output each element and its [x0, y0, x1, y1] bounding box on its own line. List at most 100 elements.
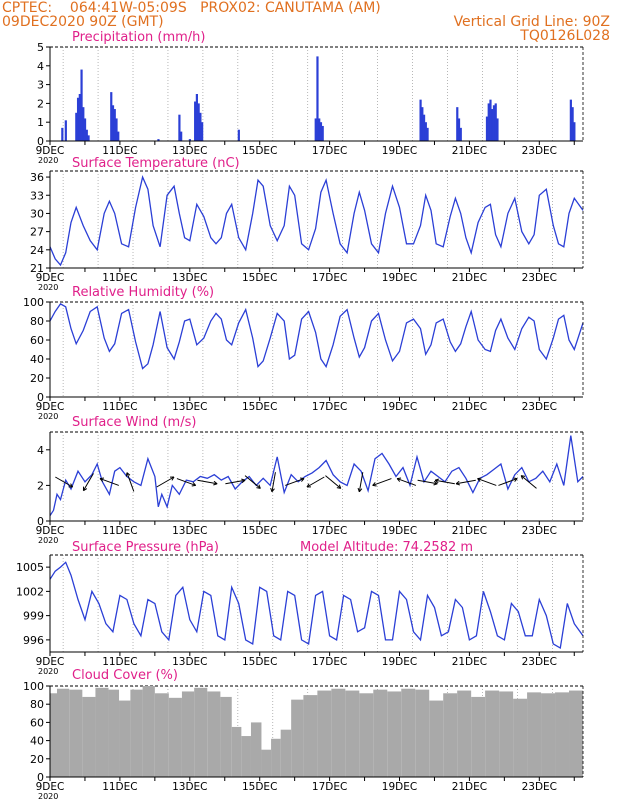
precip-bar	[110, 92, 113, 141]
precip-bar	[318, 118, 321, 141]
x-tick-label: 9DEC	[36, 401, 65, 413]
x-tick-label: 19DEC	[382, 781, 417, 793]
wind-arrow-head	[433, 483, 438, 486]
cloud-bar	[569, 690, 583, 777]
wind-arrow-head	[213, 480, 218, 485]
cloud-bar	[168, 697, 182, 777]
cloud-bar	[119, 700, 131, 777]
x-year-label: 2020	[38, 412, 58, 421]
y-tick-label: 20	[30, 372, 44, 385]
wind-arrow-head	[434, 479, 439, 484]
cloud-bar	[303, 695, 318, 777]
wind-arrow	[417, 479, 438, 485]
cloud-bar	[271, 738, 281, 777]
x-tick-label: 19DEC	[382, 272, 417, 284]
header-date: 09DEC2020 90Z (GMT)	[2, 14, 164, 30]
wind-arrow	[285, 478, 305, 486]
cloud-bar	[291, 699, 304, 777]
precip-bar	[75, 112, 78, 141]
x-tick-label: 9DEC	[36, 525, 65, 537]
wind-arrow	[455, 479, 476, 485]
wind-arrow-head	[514, 478, 518, 482]
wind-arrow	[126, 472, 135, 492]
header-grid-line: Vertical Grid Line: 90Z	[453, 14, 610, 30]
cloud-bar	[181, 691, 195, 777]
precip-bar	[319, 122, 323, 141]
x-tick-label: 17DEC	[312, 272, 347, 284]
wind-arrow-head	[241, 479, 246, 484]
wind-arrow-head	[258, 484, 261, 489]
x-tick-label: 13DEC	[172, 656, 207, 668]
wind-arrow-head	[300, 477, 305, 480]
cloud-bar	[130, 689, 143, 777]
header-model-code: TQ0126L028	[520, 28, 610, 44]
y-tick-label: 2	[37, 97, 44, 110]
wind-arrow	[325, 475, 342, 489]
y-tick-label: 0	[37, 135, 44, 148]
x-tick-label: 17DEC	[312, 145, 347, 157]
wind-arrow-head	[192, 482, 197, 486]
wind-arrow-head	[271, 488, 275, 493]
precip-bar	[422, 114, 426, 141]
precip-bar	[316, 56, 319, 141]
y-tick-label: 24	[30, 244, 44, 257]
cloud-bar	[345, 690, 360, 777]
wind-arrow-head	[171, 476, 175, 481]
precip-bar	[82, 107, 85, 141]
wind-arrow-head	[83, 488, 88, 492]
wind-arrow-head	[125, 472, 128, 477]
cloud-bar	[429, 700, 444, 777]
wind-arrow-head	[396, 478, 401, 482]
wind-arrow-head	[358, 488, 363, 493]
wind-arrow	[498, 478, 518, 486]
wind-arrow-head	[70, 483, 74, 488]
precip-bar	[496, 118, 499, 141]
cloud-bar	[207, 691, 221, 777]
y-tick-label: 3	[37, 79, 44, 92]
wind-arrow-head	[434, 478, 440, 481]
precip-bar	[494, 103, 497, 141]
x-tick-label: 15DEC	[242, 525, 277, 537]
cloud-bar	[50, 693, 57, 777]
x-tick-label: 11DEC	[102, 401, 137, 413]
wind-arrow	[520, 475, 537, 489]
precip-bar	[80, 69, 83, 141]
wind-arrow-head	[477, 477, 482, 480]
wind-arrow	[176, 478, 196, 486]
x-year-label: 2020	[38, 792, 58, 800]
cloud-bar	[457, 690, 472, 777]
cloud-bar	[513, 698, 528, 777]
cloud-bar	[142, 686, 155, 777]
cloud-bar	[359, 693, 374, 777]
cloud-bar	[527, 692, 542, 777]
y-tick-label: 21	[30, 262, 44, 275]
cloud-bar	[541, 693, 556, 777]
cloud-bar	[331, 688, 346, 777]
x-year-label: 2020	[38, 667, 58, 676]
x-tick-label: 9DEC	[36, 272, 65, 284]
wind-arrow-head	[521, 475, 526, 477]
precip-bar	[87, 135, 90, 141]
precip-bar	[83, 118, 87, 141]
series-line	[49, 561, 584, 650]
precip-bar	[487, 103, 490, 141]
panel-title: Surface Wind (m/s)	[72, 415, 196, 430]
cloud-bar	[69, 689, 83, 777]
cloud-bar	[154, 693, 169, 777]
x-tick-label: 9DEC	[36, 781, 65, 793]
cloud-bar	[471, 696, 486, 777]
precip-bar	[489, 99, 492, 141]
precip-bar	[194, 101, 197, 141]
panel-title: Surface Pressure (hPa)	[72, 540, 219, 555]
cloud-bar	[317, 690, 332, 777]
x-tick-label: 9DEC	[36, 145, 65, 157]
x-tick-label: 19DEC	[382, 656, 417, 668]
x-tick-label: 17DEC	[312, 781, 347, 793]
precip-bar	[111, 105, 115, 141]
y-tick-label: 40	[30, 353, 44, 366]
x-tick-label: 15DEC	[242, 145, 277, 157]
precip-bar	[188, 139, 192, 141]
cloud-bar	[415, 689, 430, 777]
cloud-bar	[82, 696, 96, 777]
wind-arrow-head	[338, 484, 342, 489]
